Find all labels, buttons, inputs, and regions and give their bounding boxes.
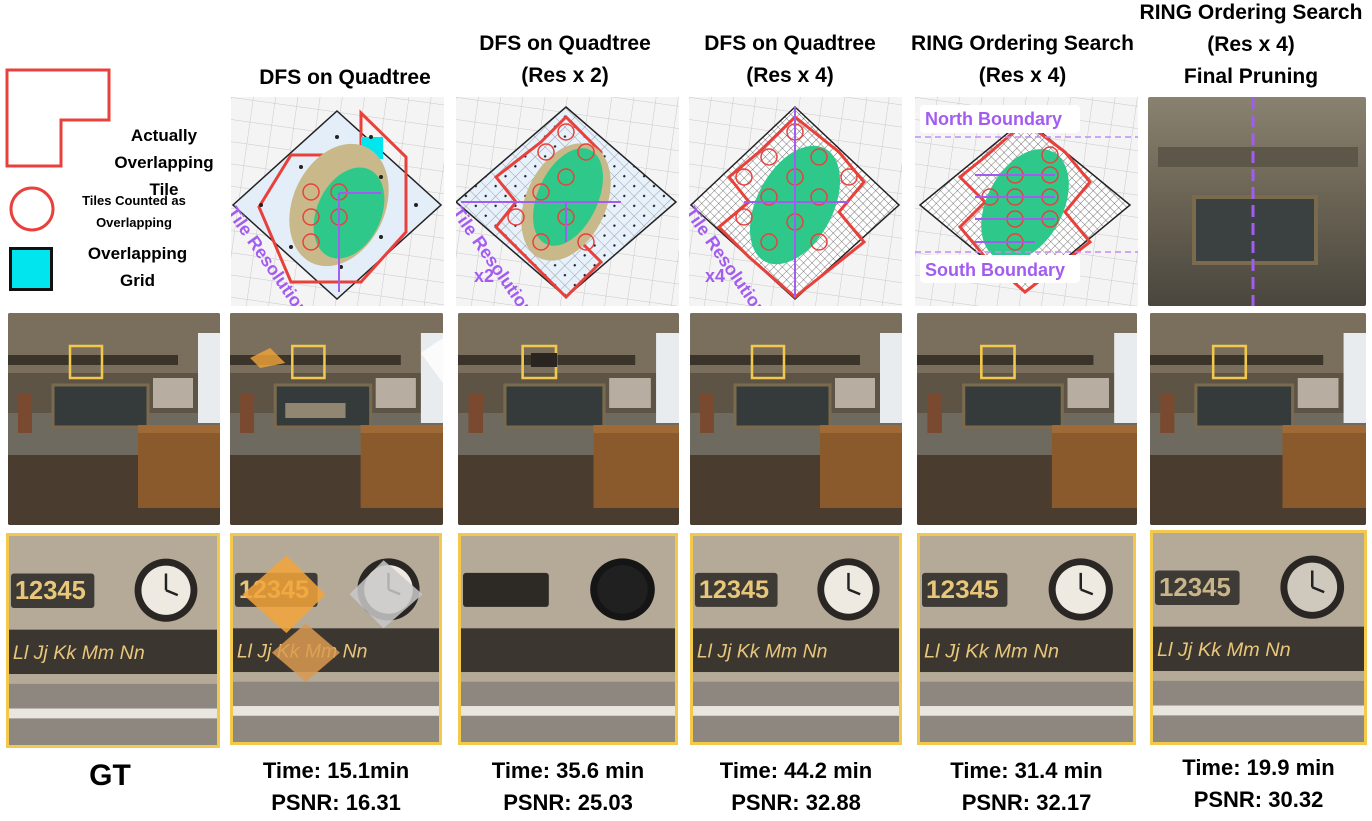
zoom-ring: 12345 Ll Jj Kk Mm Nn	[917, 533, 1136, 745]
north-boundary-label: North Boundary	[925, 109, 1062, 129]
overlapping-grid-icon	[9, 247, 53, 291]
scene-svg	[230, 313, 443, 525]
scene-svg	[917, 313, 1137, 525]
highlight-box	[980, 344, 1016, 380]
zoom-svg: 12345 Ll Jj Kk Mm Nn	[693, 536, 899, 742]
highlight-box	[750, 344, 786, 380]
time-ring: Time: 31.4 min	[950, 758, 1103, 783]
scene-svg	[1150, 313, 1366, 525]
x4-label: x4	[705, 266, 725, 286]
final-pruning-panel	[1148, 97, 1366, 306]
time-dfs-res4: Time: 44.2 min	[719, 758, 873, 783]
zoom-final-pruning: 12345 Ll Jj Kk Mm Nn	[1150, 530, 1367, 745]
column-title-3: DFS on Quadtree (Res x 4)	[704, 32, 876, 87]
scene-svg	[8, 313, 220, 525]
highlight-box	[1211, 344, 1248, 380]
clock-icon	[597, 565, 648, 614]
zoom-svg: 12345 Ll Jj Kk Mm Nn	[9, 536, 217, 745]
legend-label-overlapping-tile: Actually Overlapping Tile	[114, 126, 214, 199]
zoom-svg: 12345 Ll Jj Kk Mm Nn	[1153, 533, 1364, 742]
chalkboard	[1192, 195, 1318, 265]
psnr-ring: PSNR: 32.17	[961, 790, 1092, 815]
column-title-5: RING Ordering Search (Res x 4) Final Pru…	[1139, 1, 1363, 88]
highlight-box	[291, 344, 326, 380]
number-plate-text: 12345	[15, 577, 86, 605]
clock-icon	[1287, 562, 1338, 612]
psnr-dfs-res4: PSNR: 32.88	[731, 790, 861, 815]
alphabet-text: Ll Jj Kk Mm Nn	[924, 641, 1059, 663]
counted-circle-icon	[9, 186, 55, 232]
legend: Actually Overlapping Tile Tiles Counted …	[0, 60, 230, 300]
diagram-panel-dfs: Tile Resolution	[231, 97, 444, 306]
psnr-final-pruning: PSNR: 30.32	[1193, 787, 1324, 812]
psnr-dfs: PSNR: 16.31	[271, 790, 401, 815]
zoom-svg: 12345 Ll Jj Kk Mm Nn	[920, 536, 1133, 742]
shelf	[1158, 147, 1358, 167]
scene-gt	[8, 313, 220, 525]
time-dfs-res2: Time: 35.6 min	[491, 758, 645, 783]
zoom-svg	[461, 536, 675, 742]
alphabet-text: Ll Jj Kk Mm Nn	[1157, 639, 1291, 661]
legend-label-tiles-counted: Tiles Counted as Overlapping	[82, 193, 186, 230]
scene-ring	[917, 313, 1137, 525]
scene-dfs	[230, 313, 443, 525]
column-title-1: DFS on Quadtree	[259, 66, 431, 89]
x2-label: x2	[474, 266, 494, 286]
zoom-dfs-res2	[458, 533, 678, 745]
scene-svg	[690, 313, 902, 525]
gt-label: GT	[89, 759, 131, 792]
alphabet-text: Ll Jj Kk Mm Nn	[13, 642, 145, 664]
column-title-2: DFS on Quadtree (Res x 2)	[479, 32, 651, 87]
scene-dfs-res2	[458, 313, 679, 525]
zoom-dfs-res4: 12345 Ll Jj Kk Mm Nn	[690, 533, 902, 745]
time-dfs: Time: 15.1min	[262, 758, 410, 783]
zoom-gt: 12345 Ll Jj Kk Mm Nn	[6, 533, 220, 748]
alphabet-text: Ll Jj Kk Mm Nn	[697, 640, 828, 662]
number-plate-text: 12345	[699, 576, 769, 604]
diagram-panel-dfs-res4: Tile Resolution x4	[689, 97, 902, 306]
pruning-line	[1251, 97, 1255, 306]
legend-label-overlapping-grid: Overlapping Grid	[87, 244, 188, 290]
diagram-panel-ring: North Boundary South Boundary	[915, 97, 1138, 306]
time-final-pruning: Time: 19.9 min	[1182, 755, 1335, 780]
highlight-box	[68, 344, 104, 380]
diagram-panel-dfs-res2: Tile Resolution x2	[456, 97, 679, 306]
number-plate-text: 12345	[926, 577, 999, 605]
scene-svg	[458, 313, 679, 525]
column-title-4: RING Ordering Search (Res x 4)	[911, 32, 1134, 87]
scene-final-pruning	[1150, 313, 1366, 525]
number-plate-text: 12345	[1159, 574, 1231, 602]
psnr-dfs-res2: PSNR: 25.03	[503, 790, 633, 815]
south-boundary-label: South Boundary	[925, 260, 1065, 280]
overlapping-tile-icon	[5, 68, 111, 168]
scene-dfs-res4	[690, 313, 902, 525]
